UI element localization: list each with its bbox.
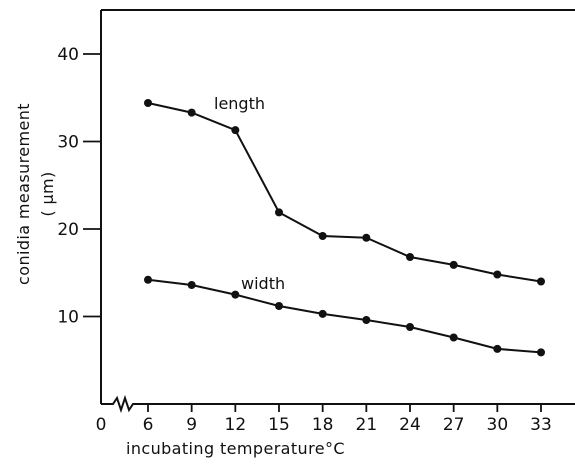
length-point xyxy=(406,253,414,261)
y-axis-title-line1: conidia measurement xyxy=(14,103,33,285)
length-point xyxy=(144,99,152,107)
y-tick-label: 20 xyxy=(57,220,79,240)
width-point xyxy=(362,316,371,324)
length-series-label: length xyxy=(214,94,265,113)
width-point xyxy=(449,333,458,342)
x-tick-label: 12 xyxy=(225,415,247,435)
width-point xyxy=(275,302,283,310)
y-ticks: 10 20 30 40 xyxy=(57,45,101,328)
x-tick-label: 33 xyxy=(530,415,552,435)
x-tick-label: 24 xyxy=(399,415,421,435)
length-point xyxy=(187,108,196,117)
length-series: length xyxy=(144,94,545,286)
width-line xyxy=(147,278,542,354)
x-tick-label: 15 xyxy=(268,415,290,435)
length-point xyxy=(275,208,283,217)
width-point xyxy=(144,275,152,284)
chart-frame xyxy=(100,9,575,414)
width-point xyxy=(537,348,545,357)
x-ticks: 0 6 9 12 15 18 21 24 27 30 33 xyxy=(96,404,552,435)
y-tick-label: 30 xyxy=(57,133,79,153)
x-axis-title: incubating temperature°C xyxy=(126,439,345,458)
width-point xyxy=(318,309,327,318)
x-tick-label: 21 xyxy=(356,415,378,435)
x-tick-label: 0 xyxy=(96,415,107,435)
y-axis-title: conidia measurement ( μm) xyxy=(14,103,57,285)
length-point xyxy=(231,126,240,135)
x-tick-label: 30 xyxy=(487,415,509,435)
length-point xyxy=(362,233,371,242)
x-tick-label: 27 xyxy=(443,415,465,435)
width-series-label: width xyxy=(241,274,285,293)
width-point xyxy=(187,281,196,289)
series-layer: length width xyxy=(144,94,545,357)
length-point xyxy=(493,270,502,279)
x-tick-label: 6 xyxy=(143,415,154,435)
length-point xyxy=(537,277,545,286)
y-tick-label: 40 xyxy=(57,45,79,65)
length-point xyxy=(449,260,458,269)
y-tick-label: 10 xyxy=(57,308,79,328)
length-line xyxy=(147,102,542,283)
width-point xyxy=(406,323,414,331)
width-point xyxy=(493,344,502,353)
y-axis-title-line2: ( μm) xyxy=(38,171,57,216)
width-point xyxy=(231,290,240,299)
width-series: width xyxy=(144,274,545,357)
length-point xyxy=(318,232,327,240)
x-axis-break-lines xyxy=(101,394,575,414)
x-tick-label: 18 xyxy=(312,415,334,435)
x-tick-label: 9 xyxy=(186,415,197,435)
